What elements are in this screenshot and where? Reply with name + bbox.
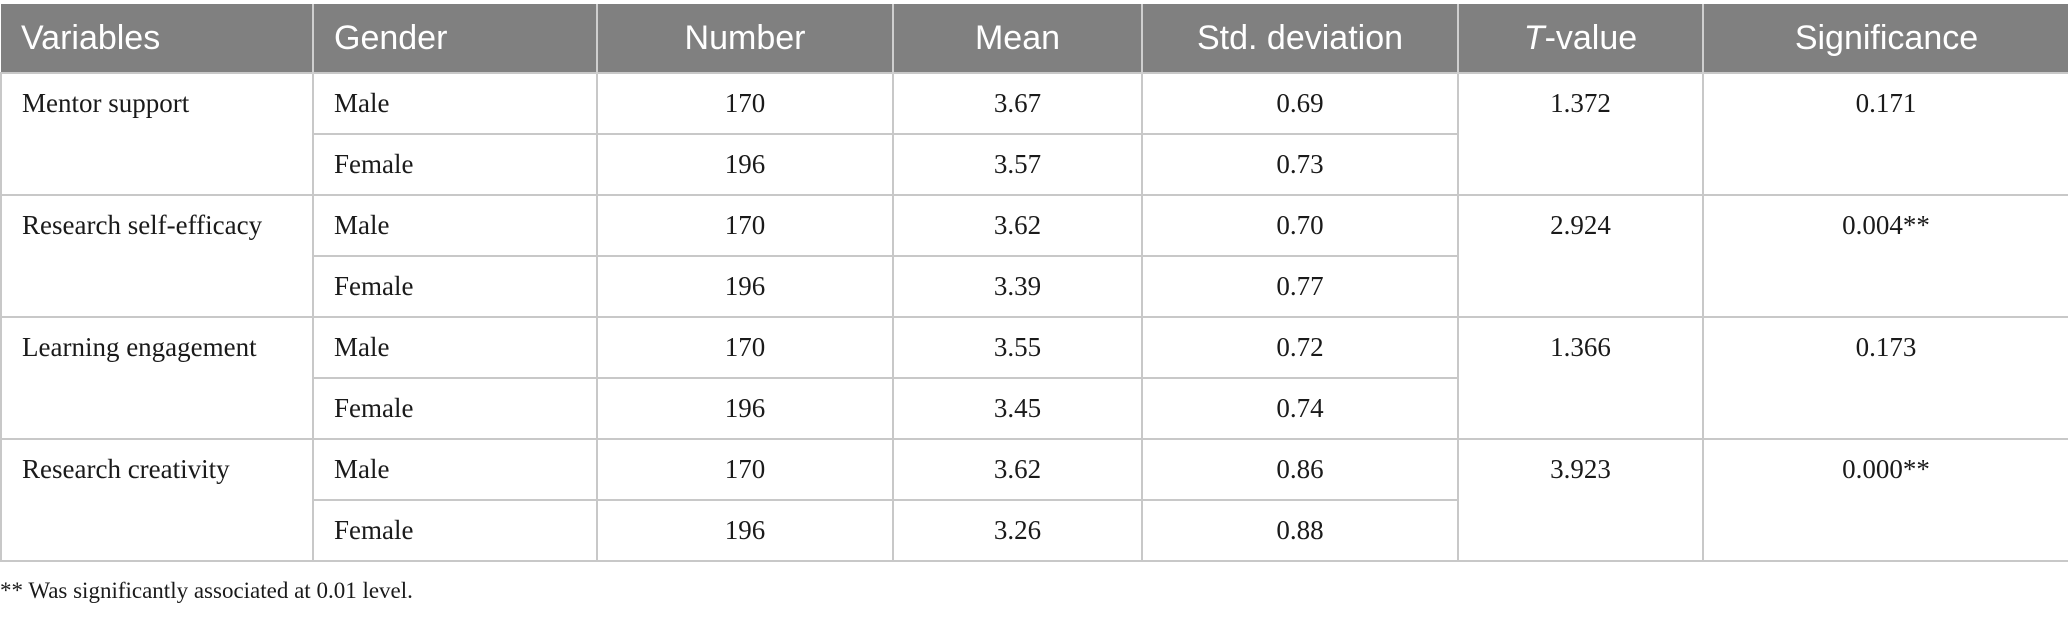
- header-gender: Gender: [312, 4, 597, 73]
- gender-cell: Female: [312, 133, 598, 196]
- std-cell: 0.69: [1141, 72, 1459, 135]
- significance-cell: 0.000**: [1702, 438, 2068, 562]
- header-variables: Variables: [1, 4, 313, 73]
- gender-cell: Male: [312, 316, 598, 379]
- number-cell: 196: [596, 377, 894, 440]
- mean-cell: 3.39: [892, 255, 1143, 318]
- mean-cell: 3.45: [892, 377, 1143, 440]
- gender-cell: Male: [312, 72, 598, 135]
- statistics-table: Variables Gender Number Mean Std. deviat…: [0, 4, 2068, 562]
- gender-cell: Female: [312, 377, 598, 440]
- header-std-deviation: Std. deviation: [1141, 4, 1458, 73]
- table-row: Female 196 3.39 0.77: [1, 255, 2068, 318]
- significance-cell: 0.173: [1702, 316, 2068, 440]
- variable-cell: Mentor support: [0, 72, 314, 196]
- number-cell: 170: [596, 72, 894, 135]
- header-t-italic: T: [1523, 18, 1545, 57]
- header-number: Number: [596, 4, 893, 73]
- std-cell: 0.86: [1141, 438, 1459, 501]
- t-value-cell: 2.924: [1457, 194, 1704, 318]
- gender-cell: Female: [312, 255, 598, 318]
- table-row: Research creativity Male 170 3.62 0.86 3…: [0, 438, 2068, 562]
- number-cell: 170: [596, 316, 894, 379]
- table-row: Learning engagement Male 170 3.55 0.72 1…: [0, 316, 2068, 440]
- significance-cell: 0.171: [1702, 72, 2068, 196]
- header-significance: Significance: [1702, 4, 2068, 73]
- std-cell: 0.72: [1141, 316, 1459, 379]
- header-t-rest: -value: [1544, 18, 1638, 57]
- number-cell: 170: [596, 194, 894, 257]
- variable-cell: Learning engagement: [0, 316, 314, 440]
- t-value-cell: 3.923: [1457, 438, 1704, 562]
- table-row: Research self-efficacy Male 170 3.62 0.7…: [0, 194, 2068, 318]
- table-container: Variables Gender Number Mean Std. deviat…: [0, 4, 2068, 562]
- variable-cell: Research self-efficacy: [0, 194, 314, 318]
- mean-cell: 3.62: [892, 194, 1143, 257]
- table-footnote: ** Was significantly associated at 0.01 …: [0, 578, 413, 603]
- std-cell: 0.70: [1141, 194, 1459, 257]
- std-cell: 0.77: [1141, 255, 1459, 318]
- header-mean: Mean: [892, 4, 1142, 73]
- variable-cell: Research creativity: [0, 438, 314, 562]
- std-cell: 0.73: [1141, 133, 1459, 196]
- table-row: Female 196 3.26 0.88: [1, 499, 2068, 562]
- std-cell: 0.74: [1141, 377, 1459, 440]
- std-cell: 0.88: [1141, 499, 1459, 562]
- table-row: Mentor support Male 170 3.67 0.69 1.372 …: [0, 72, 2068, 196]
- gender-cell: Male: [312, 438, 598, 501]
- number-cell: 170: [596, 438, 894, 501]
- t-value-cell: 1.366: [1457, 316, 1704, 440]
- table-row: Female 196 3.57 0.73: [1, 133, 2068, 196]
- number-cell: 196: [596, 255, 894, 318]
- number-cell: 196: [596, 499, 894, 562]
- mean-cell: 3.55: [892, 316, 1143, 379]
- mean-cell: 3.57: [892, 133, 1143, 196]
- significance-cell: 0.004**: [1702, 194, 2068, 318]
- table-row: Female 196 3.45 0.74: [1, 377, 2068, 440]
- mean-cell: 3.62: [892, 438, 1143, 501]
- header-row: Variables Gender Number Mean Std. deviat…: [1, 4, 2068, 73]
- mean-cell: 3.67: [892, 72, 1143, 135]
- gender-cell: Male: [312, 194, 598, 257]
- mean-cell: 3.26: [892, 499, 1143, 562]
- t-value-cell: 1.372: [1457, 72, 1704, 196]
- number-cell: 196: [596, 133, 894, 196]
- gender-cell: Female: [312, 499, 598, 562]
- header-t-value: T-value: [1457, 4, 1703, 73]
